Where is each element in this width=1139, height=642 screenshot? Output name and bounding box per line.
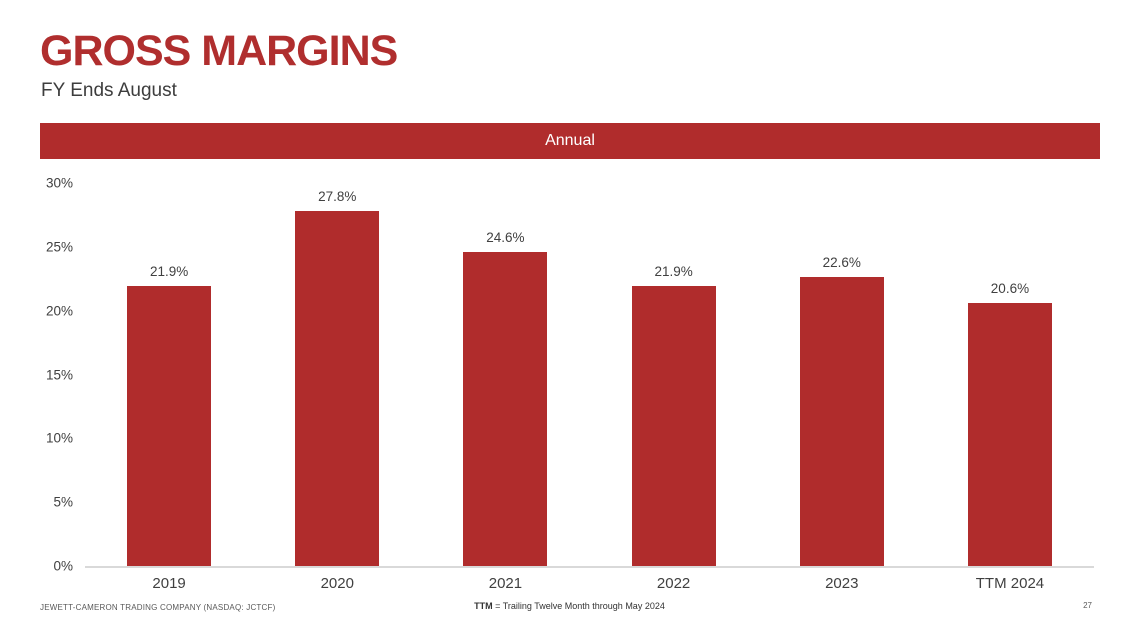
bar-2020 bbox=[295, 211, 380, 566]
bar-value-label: 21.9% bbox=[149, 264, 189, 280]
x-tick-label: 2019 bbox=[152, 575, 186, 592]
x-tick-label: 2020 bbox=[320, 575, 354, 592]
bar-chart: 0% 5% 10% 15% 20% 25% 30% 21.9% 27.8% 24.6% 21.9%… bbox=[46, 176, 1094, 592]
x-tick-label: 2022 bbox=[656, 575, 691, 592]
y-tick-label: 30% bbox=[45, 175, 73, 191]
page-subtitle: FY Ends August bbox=[41, 80, 177, 101]
bar-2022 bbox=[631, 286, 716, 566]
bar-slot-ttm-2024: 20.6% bbox=[926, 183, 1094, 566]
footer-ttm-abbrev: TTM bbox=[474, 601, 493, 611]
x-axis: 2019 2020 2021 2022 2023 TTM 2024 bbox=[85, 575, 1094, 592]
y-tick-label: 10% bbox=[45, 430, 73, 446]
y-tick-label: 5% bbox=[53, 494, 73, 510]
y-tick-label: 25% bbox=[45, 239, 73, 255]
footer-ttm-note: TTM = Trailing Twelve Month through May … bbox=[0, 601, 1139, 611]
bar-value-label: 22.6% bbox=[822, 255, 861, 271]
bar-series: 21.9% 27.8% 24.6% 21.9% 22.6% 20.6% bbox=[85, 183, 1094, 566]
bar-value-label: 20.6% bbox=[990, 281, 1030, 297]
bar-ttm-2024 bbox=[967, 303, 1052, 566]
page-number: 27 bbox=[1083, 601, 1092, 610]
x-tick-label: 2023 bbox=[825, 575, 859, 592]
bar-2019 bbox=[127, 286, 212, 566]
y-tick-label: 0% bbox=[53, 558, 73, 574]
chart-section-banner-label: Annual bbox=[545, 132, 595, 149]
footer-company-text: JEWETT-CAMERON TRADING COMPANY (NASDAQ: … bbox=[40, 603, 276, 612]
bar-slot-2023: 22.6% bbox=[758, 183, 926, 566]
bar-slot-2020: 27.8% bbox=[253, 183, 421, 566]
footer-ttm-definition: = Trailing Twelve Month through May 2024 bbox=[492, 601, 665, 611]
bar-slot-2022: 21.9% bbox=[590, 183, 758, 566]
page-title: GROSS MARGINS bbox=[40, 27, 398, 75]
x-tick-label: 2021 bbox=[488, 575, 523, 592]
x-tick-label: TTM 2024 bbox=[975, 575, 1045, 592]
bar-2023 bbox=[799, 277, 884, 566]
bar-slot-2021: 24.6% bbox=[421, 183, 589, 566]
bar-2021 bbox=[463, 251, 548, 566]
bar-slot-2019: 21.9% bbox=[85, 183, 253, 566]
bar-value-label: 27.8% bbox=[318, 189, 357, 205]
bar-value-label: 24.6% bbox=[486, 229, 525, 245]
y-tick-label: 20% bbox=[45, 303, 73, 319]
y-tick-label: 15% bbox=[45, 367, 73, 382]
bar-value-label: 21.9% bbox=[654, 264, 693, 280]
chart-section-banner: Annual bbox=[40, 123, 1100, 159]
